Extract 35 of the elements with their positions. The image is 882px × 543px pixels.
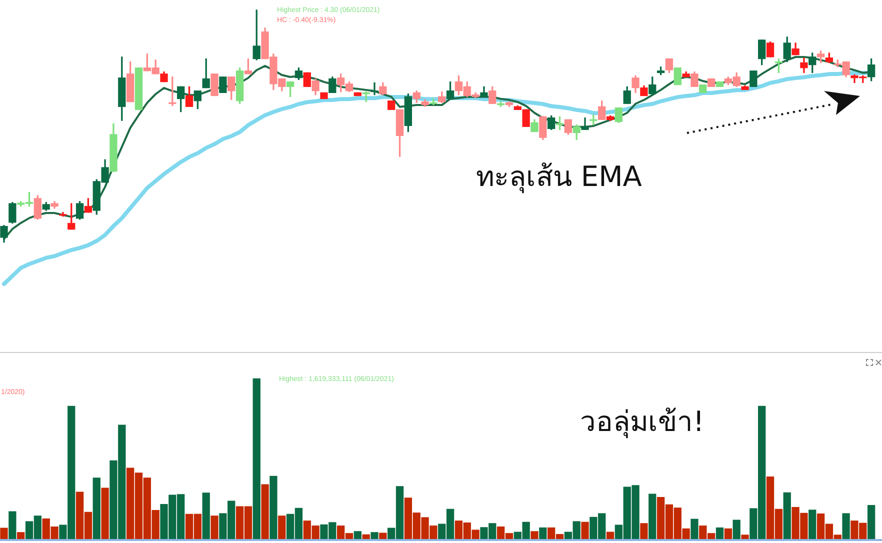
bar: [252, 378, 260, 539]
bar: [210, 516, 218, 539]
candlestick: [370, 82, 378, 96]
annotation: วอลุ่มเข้า!: [580, 405, 704, 438]
bar: [379, 532, 387, 539]
bar: [8, 511, 16, 539]
bar: [0, 528, 8, 539]
bar: [581, 522, 589, 539]
bar: [261, 484, 269, 539]
bar: [640, 523, 648, 539]
bar: [17, 532, 25, 539]
bar: [530, 531, 538, 539]
bar: [278, 516, 286, 539]
bar: [648, 494, 656, 539]
bar: [732, 520, 740, 539]
bar: [539, 527, 547, 539]
bar: [808, 510, 816, 539]
bar: [724, 528, 732, 539]
bar: [270, 476, 278, 539]
candlestick: [430, 98, 438, 106]
bar: [354, 531, 362, 539]
bar: [101, 488, 109, 539]
bar: [741, 534, 749, 539]
bar: [606, 532, 614, 539]
bar: [842, 513, 850, 539]
bar: [867, 505, 876, 539]
bar: [362, 534, 370, 539]
bar: [716, 527, 724, 539]
annotation: ทะลุเส้น EMA: [476, 160, 642, 193]
bar: [370, 532, 378, 539]
bar: [202, 492, 210, 539]
bar: [690, 518, 698, 539]
bar: [783, 492, 791, 539]
bar: [92, 478, 100, 539]
candlestick: [590, 114, 598, 126]
